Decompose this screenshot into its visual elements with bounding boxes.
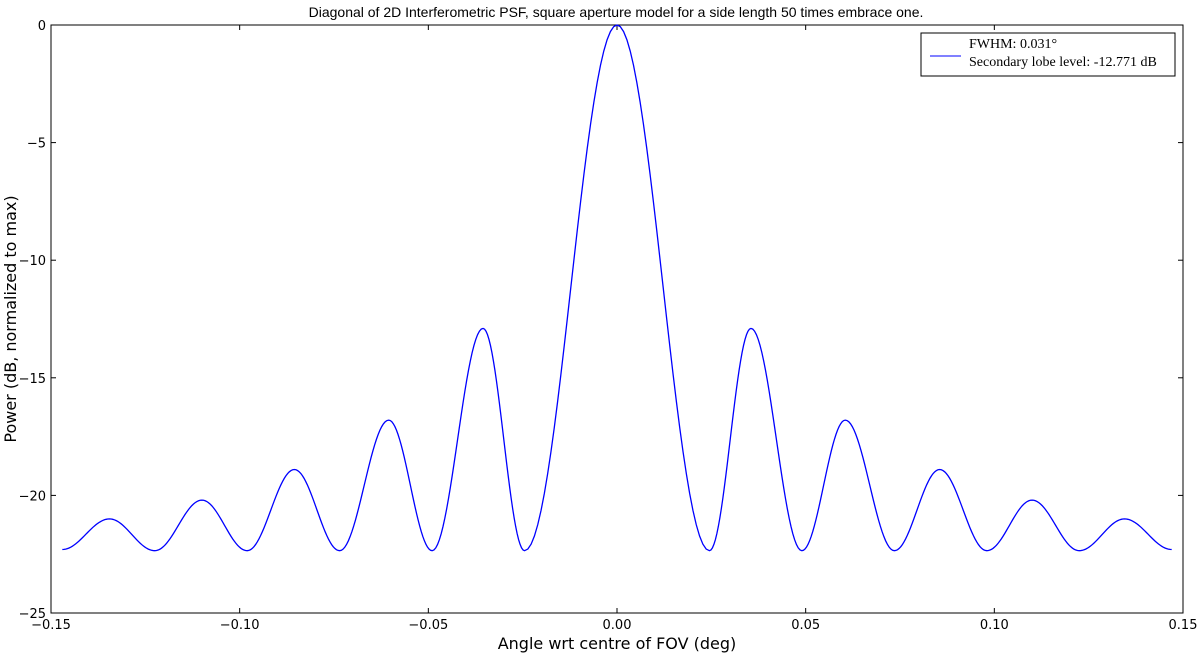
x-tick-label: 0.15 — [1169, 618, 1198, 633]
x-axis: −0.15 −0.10 −0.05 0.00 0.05 0.10 0.15 — [31, 25, 1197, 633]
y-tick-label: −20 — [19, 489, 46, 504]
legend-box — [920, 32, 1176, 77]
y-axis-label: Power (dB, normalized to max) — [1, 195, 20, 442]
series-layer — [62, 24, 1172, 552]
x-tick-label: −0.15 — [31, 618, 71, 633]
x-tick-label: −0.10 — [220, 618, 260, 633]
y-tick-label: −5 — [27, 137, 46, 152]
x-tick-label: 0.10 — [980, 618, 1009, 633]
x-tick-label: 0.00 — [603, 618, 632, 633]
x-tick-label: 0.05 — [791, 618, 820, 633]
y-tick-label: 0 — [38, 19, 46, 34]
legend-entry-fwhm: FWHM: 0.031° — [969, 37, 1057, 52]
x-tick-label: −0.05 — [408, 618, 448, 633]
legend-entry-sidelobe: Secondary lobe level: -12.771 dB — [969, 55, 1157, 70]
axes-frame — [50, 24, 1184, 614]
legend: FWHM: 0.031° Secondary lobe level: -12.7… — [920, 32, 1176, 77]
y-tick-label: −10 — [19, 254, 46, 269]
y-tick-label: −15 — [19, 372, 46, 387]
plot-area — [50, 24, 1184, 614]
psf-line — [62, 24, 1172, 552]
y-axis: 0 −5 −10 −15 −20 −25 — [19, 19, 1183, 622]
x-axis-label: Angle wrt centre of FOV (deg) — [498, 634, 737, 653]
y-tick-label: −25 — [19, 607, 46, 622]
chart-title: Diagonal of 2D Interferometric PSF, squa… — [309, 4, 924, 20]
